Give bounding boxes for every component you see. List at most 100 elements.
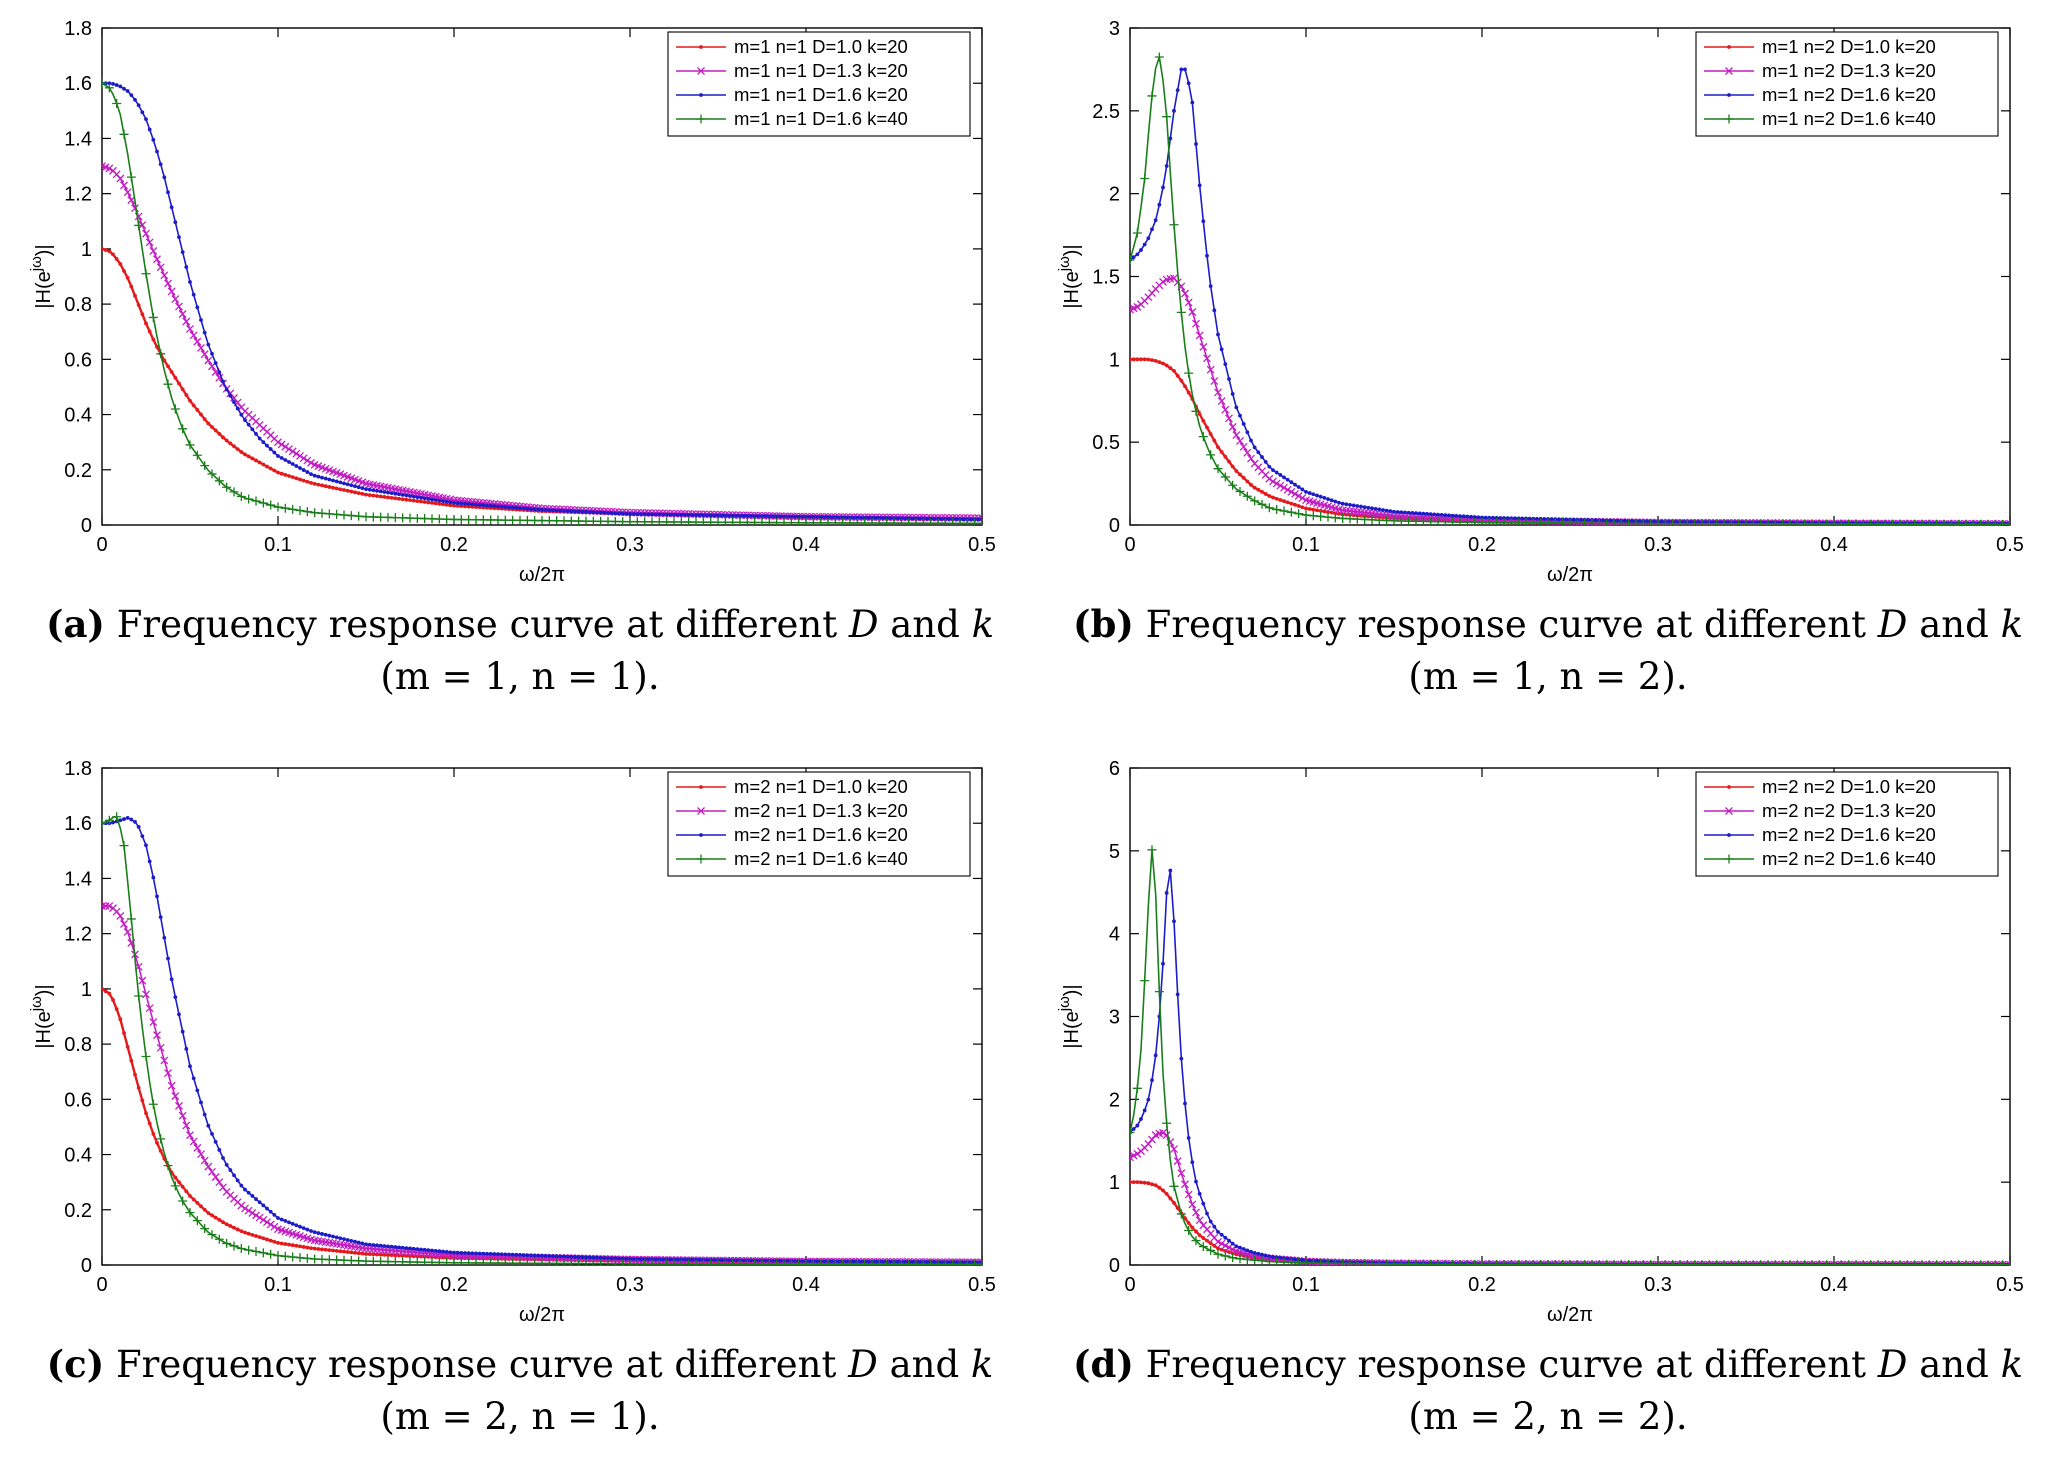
data-marker <box>906 516 911 521</box>
data-marker <box>147 1121 152 1126</box>
data-marker <box>345 482 350 487</box>
x-axis-label: ω/2π <box>1547 564 1593 586</box>
data-marker <box>1267 494 1272 498</box>
data-marker <box>1150 1182 1154 1187</box>
y-tick-label: 0.6 <box>64 349 92 371</box>
data-marker <box>485 1251 489 1256</box>
data-marker <box>268 466 273 471</box>
data-marker <box>305 1245 310 1250</box>
data-marker <box>199 1100 203 1105</box>
y-tick-label: 1 <box>81 239 92 261</box>
data-marker <box>173 1175 178 1180</box>
data-marker <box>171 1092 180 1101</box>
data-marker <box>631 1257 636 1261</box>
data-marker <box>158 1148 163 1153</box>
x-tick-label: 0.2 <box>1468 534 1496 556</box>
data-marker <box>540 1253 544 1258</box>
data-marker <box>690 513 695 517</box>
data-marker <box>349 483 354 488</box>
legend-marker <box>1725 67 1733 75</box>
legend-marker <box>1725 807 1733 815</box>
data-marker <box>378 494 383 499</box>
data-marker <box>851 1259 856 1264</box>
data-marker <box>422 500 427 504</box>
data-marker <box>488 1251 493 1256</box>
data-marker <box>1184 1190 1193 1199</box>
data-marker <box>175 302 183 311</box>
data-marker <box>257 436 262 441</box>
data-marker <box>102 902 110 911</box>
data-marker <box>547 508 552 513</box>
data-marker <box>156 1043 165 1052</box>
data-marker <box>280 1251 290 1261</box>
data-marker <box>273 1251 283 1261</box>
legend-entry: m=2 n=2 D=1.0 k=20 <box>1762 776 1936 797</box>
caption-c: (c) Frequency response curve at differen… <box>10 1338 1030 1443</box>
data-marker <box>375 488 379 493</box>
data-marker <box>309 480 313 485</box>
data-marker <box>283 1242 288 1246</box>
data-marker <box>705 1257 709 1262</box>
data-marker <box>386 1244 390 1249</box>
data-marker <box>301 1226 306 1231</box>
data-marker <box>382 490 387 494</box>
y-tick-label: 1.8 <box>64 18 92 40</box>
data-marker <box>334 1248 339 1253</box>
data-marker <box>1192 1208 1200 1217</box>
x-tick-label: 0.5 <box>1996 534 2024 556</box>
data-marker <box>613 511 618 516</box>
data-marker <box>114 83 119 87</box>
data-marker <box>164 279 172 288</box>
data-marker <box>119 129 129 139</box>
data-marker <box>573 509 577 514</box>
data-marker <box>142 229 150 238</box>
data-marker <box>266 1249 276 1259</box>
data-marker <box>375 494 379 498</box>
x-tick-label: 0.1 <box>1292 1274 1320 1296</box>
data-marker <box>1293 1257 1297 1262</box>
data-marker <box>323 1232 328 1237</box>
data-marker <box>859 515 863 520</box>
data-marker <box>1505 516 1510 521</box>
caption-k: k <box>970 1343 994 1386</box>
data-marker <box>353 1239 357 1244</box>
data-marker <box>910 516 915 521</box>
data-marker <box>771 514 775 519</box>
data-marker <box>925 516 929 521</box>
y-tick-label: 5 <box>1109 841 1120 863</box>
caption-text: Frequency response curve at different <box>1145 1343 1867 1386</box>
y-axis-label-end: )| <box>33 244 55 256</box>
data-marker <box>235 1178 240 1183</box>
data-marker <box>1205 1211 1209 1216</box>
data-marker <box>1311 507 1316 512</box>
data-marker <box>162 358 167 363</box>
y-axis-label: |H(ejω)| <box>1056 244 1083 308</box>
y-tick-label: 1.4 <box>64 868 92 890</box>
data-marker <box>163 379 173 389</box>
y-tick-label: 1 <box>1109 1172 1120 1194</box>
data-marker <box>1571 517 1576 522</box>
data-marker <box>200 1156 209 1165</box>
y-tick-label: 0.8 <box>64 294 92 316</box>
data-marker <box>134 991 144 1001</box>
data-marker <box>1323 512 1333 522</box>
data-marker <box>389 491 394 496</box>
data-marker <box>1487 515 1492 520</box>
data-marker <box>646 1257 651 1262</box>
y-tick-label: 1 <box>81 979 92 1001</box>
data-marker <box>316 1231 321 1235</box>
data-marker <box>367 1242 372 1247</box>
data-marker <box>1191 406 1201 416</box>
data-marker <box>1263 1253 1268 1258</box>
data-marker <box>404 1246 409 1250</box>
data-marker <box>221 1156 225 1160</box>
data-marker <box>1162 1118 1172 1128</box>
data-marker <box>1696 520 1701 524</box>
data-marker <box>1243 448 1252 457</box>
data-marker <box>811 514 816 519</box>
caption-and: and <box>1919 603 1989 646</box>
data-marker <box>155 894 159 899</box>
data-marker <box>136 103 141 108</box>
data-marker <box>272 450 277 455</box>
data-marker <box>1190 1225 1195 1230</box>
